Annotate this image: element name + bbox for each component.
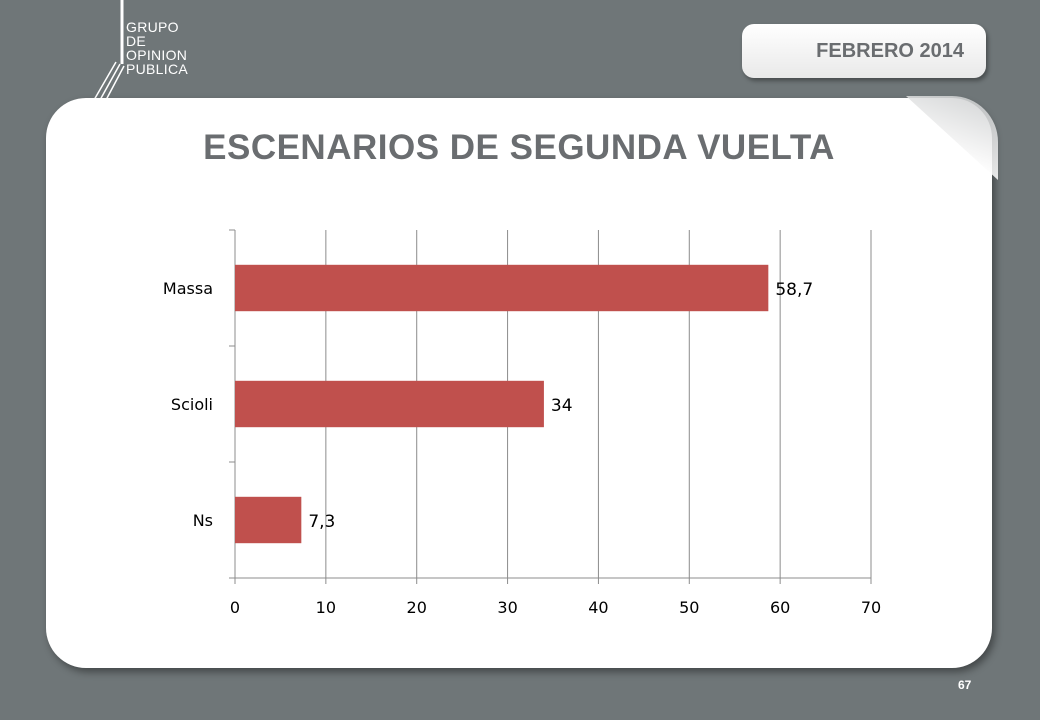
x-tick-label-2: 20 <box>407 598 427 617</box>
x-tick-label-3: 30 <box>497 598 517 617</box>
date-badge: FEBRERO 2014 <box>742 24 986 78</box>
logo-line-3: OPINION <box>126 47 188 63</box>
logo-line-1: GRUPO <box>126 19 179 35</box>
category-label-0: Massa <box>163 279 213 298</box>
slide-title: ESCENARIOS DE SEGUNDA VUELTA <box>203 128 835 167</box>
data-label-1: 34 <box>551 396 573 416</box>
x-tick-label-4: 40 <box>588 598 608 617</box>
logo-mark-icon <box>93 0 125 101</box>
x-tick-label-6: 60 <box>770 598 790 617</box>
date-label: FEBRERO 2014 <box>816 39 964 62</box>
x-tick-label-5: 50 <box>679 598 699 617</box>
bar-2 <box>235 496 302 544</box>
category-label-1: Scioli <box>171 395 213 414</box>
x-tick-label-1: 10 <box>316 598 336 617</box>
data-label-2: 7,3 <box>308 512 335 532</box>
page-number: 67 <box>958 678 972 692</box>
logo-line-2: DE <box>126 33 147 49</box>
logo-line-4: PUBLICA <box>126 61 189 77</box>
bar-1 <box>235 380 544 428</box>
category-label-2: Ns <box>193 511 213 530</box>
x-tick-label-7: 70 <box>861 598 881 617</box>
data-label-0: 58,7 <box>775 280 813 300</box>
x-tick-label-0: 0 <box>230 598 240 617</box>
logo: GRUPO DE OPINION PUBLICA <box>86 0 226 110</box>
bar-0 <box>235 264 769 312</box>
